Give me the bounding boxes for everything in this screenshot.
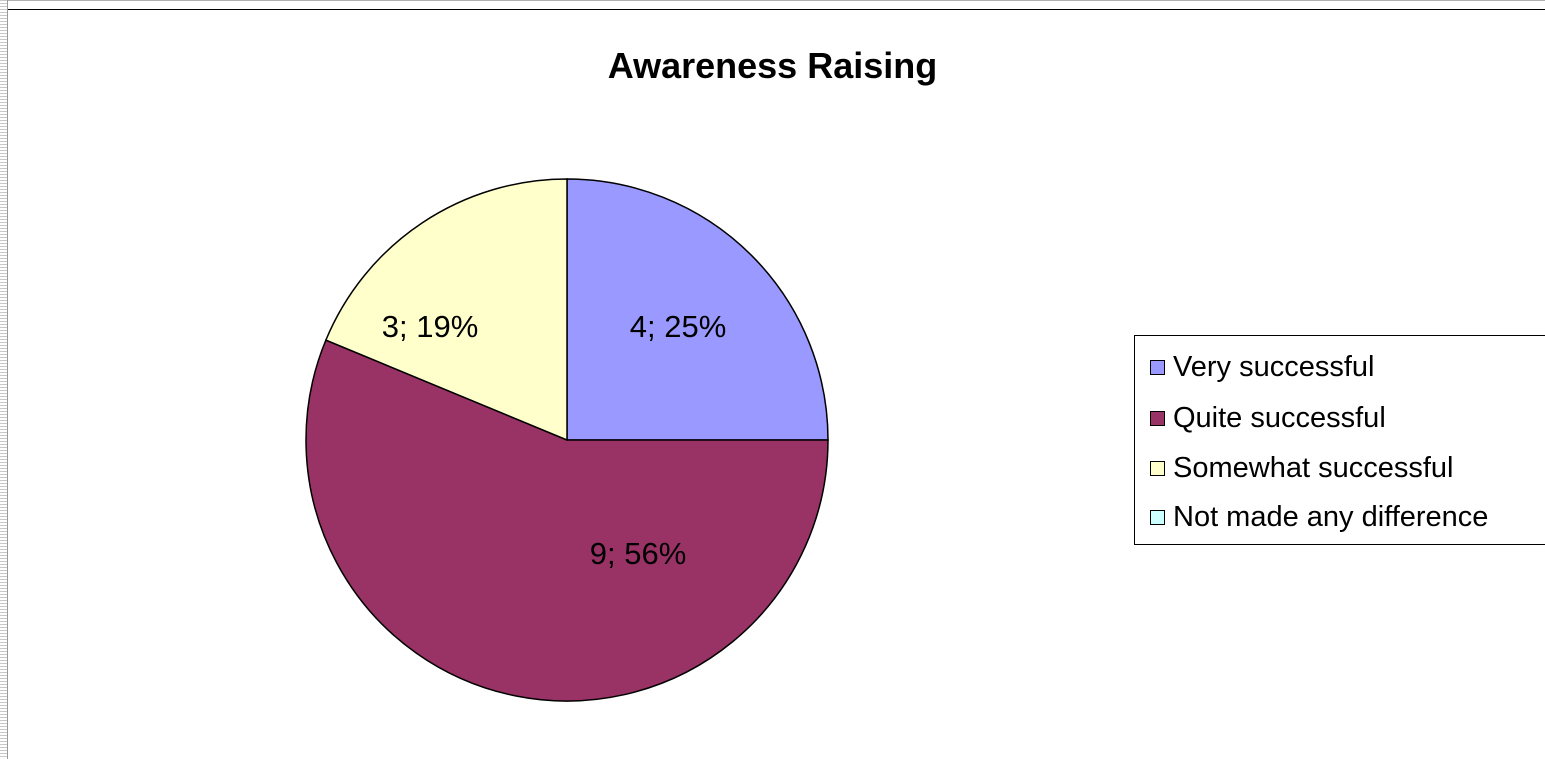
legend-swatch <box>1150 411 1165 426</box>
legend-swatch <box>1150 510 1165 525</box>
legend-item-somewhat-successful: Somewhat successful <box>1150 450 1453 486</box>
legend-swatch <box>1150 461 1165 476</box>
legend-item-very-successful: Very successful <box>1150 349 1374 385</box>
legend-swatch <box>1150 360 1165 375</box>
legend-item-quite-successful: Quite successful <box>1150 400 1386 436</box>
legend-item-not-made-any-difference: Not made any difference <box>1150 499 1488 535</box>
legend-label: Quite successful <box>1173 402 1386 435</box>
data-label-very-successful: 4; 25% <box>630 309 727 345</box>
legend-label: Very successful <box>1173 351 1374 384</box>
legend-label: Somewhat successful <box>1173 452 1453 485</box>
data-label-somewhat-successful: 3; 19% <box>382 309 479 345</box>
legend-label: Not made any difference <box>1173 501 1488 534</box>
chart-title: Awareness Raising <box>0 45 1545 87</box>
data-label-quite-successful: 9; 56% <box>590 536 687 572</box>
legend: Very successful Quite successful Somewha… <box>1134 335 1545 545</box>
